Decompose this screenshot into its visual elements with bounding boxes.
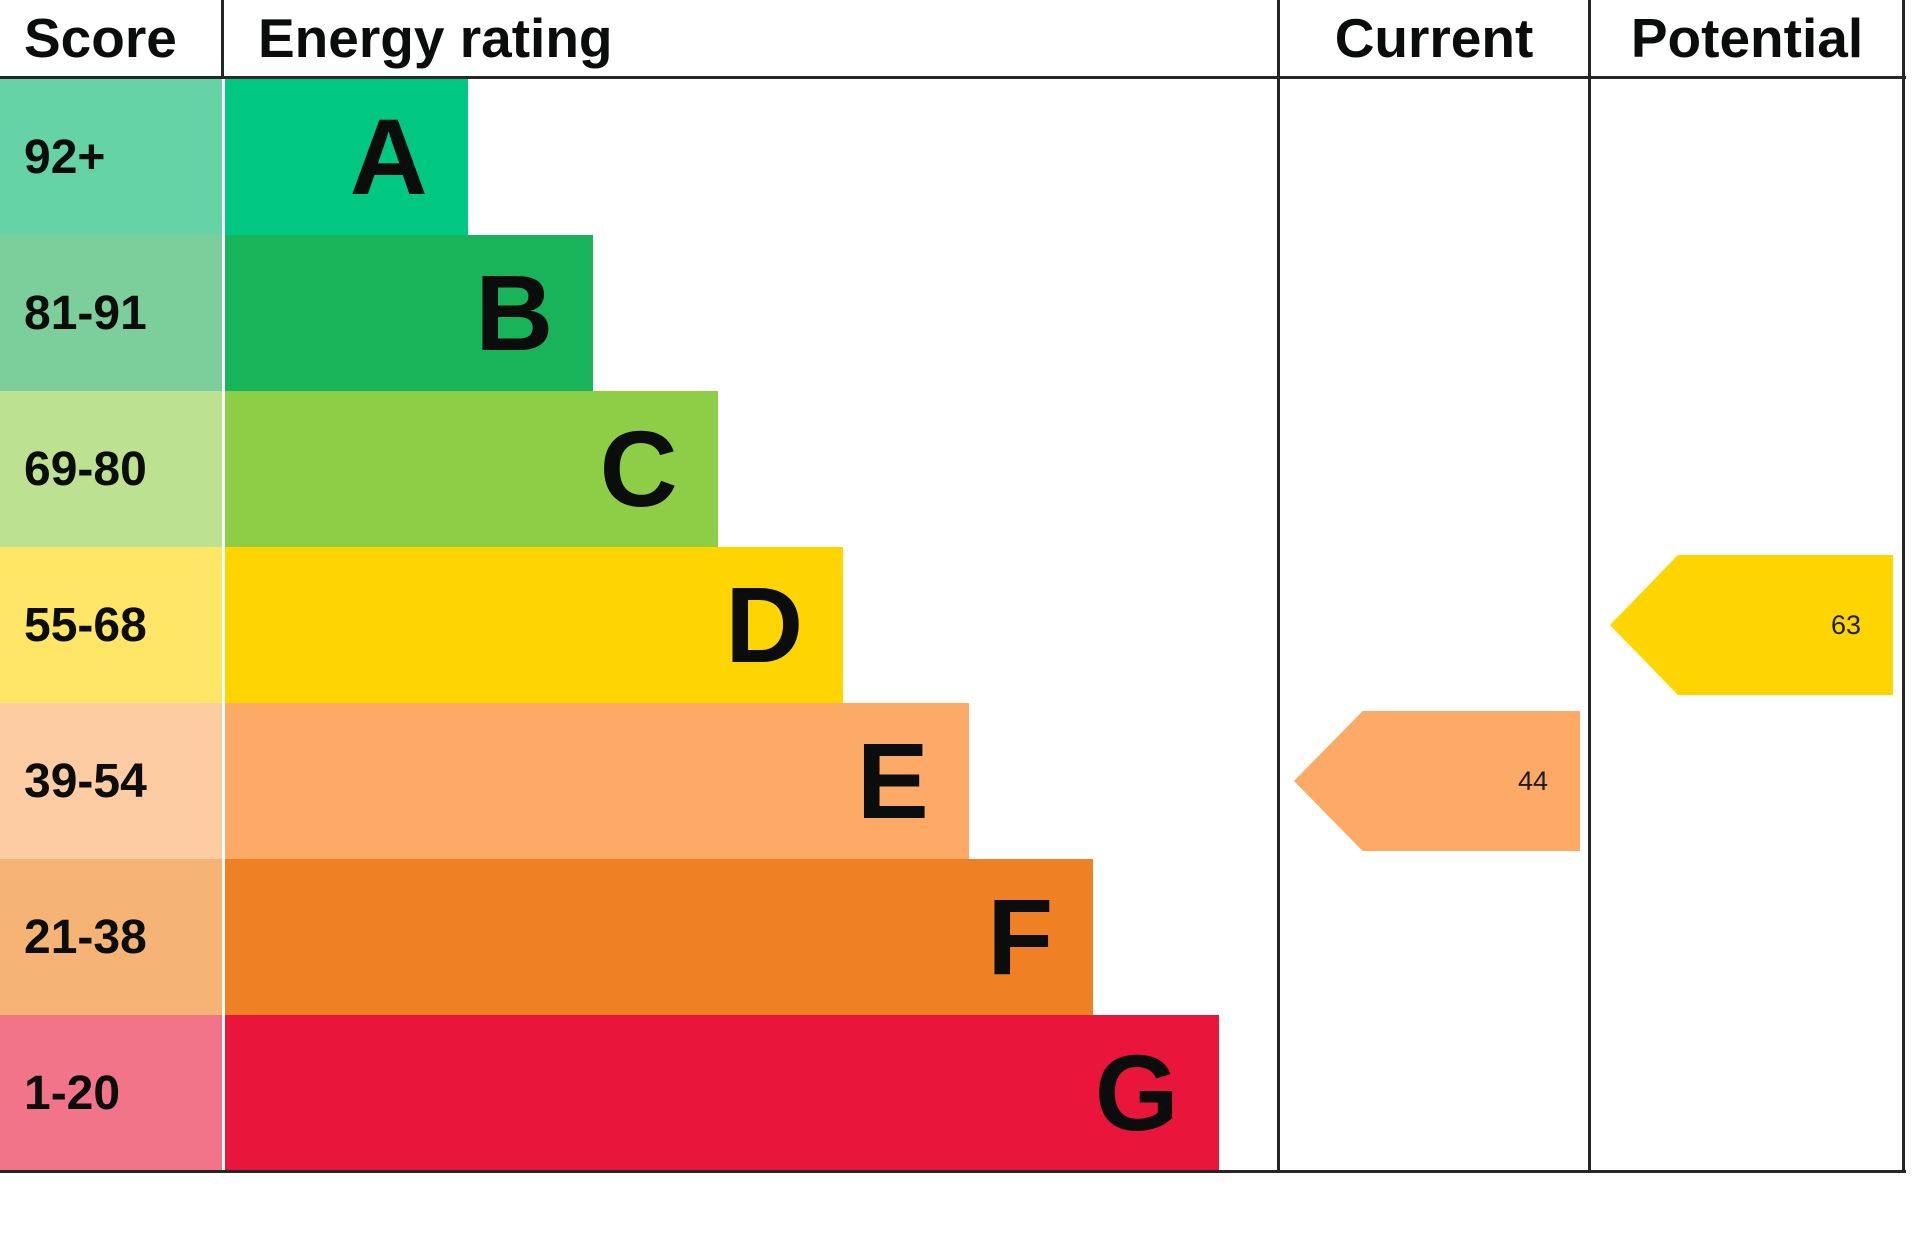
band-bar-track: E [222, 703, 1277, 859]
band-row: 69-80 C [0, 391, 1906, 547]
band-bar-track: A [222, 79, 1277, 235]
band-letter: A [349, 96, 428, 217]
band-score: 55-68 [0, 547, 222, 703]
band-bar-track: F [222, 859, 1277, 1015]
band-bar: G [225, 1015, 1219, 1171]
band-letter: F [987, 876, 1054, 997]
band-score: 69-80 [0, 391, 222, 547]
score-header: Score [24, 7, 177, 69]
band-bar-track: D [222, 547, 1277, 703]
band-score: 21-38 [0, 859, 222, 1015]
band-letter: D [725, 564, 804, 685]
current-column-divider [1277, 0, 1280, 1173]
band-row: 1-20 G [0, 1015, 1906, 1171]
current-rating-value: 44 [1517, 765, 1548, 796]
band-letter: C [599, 408, 678, 529]
band-bar: D [225, 547, 844, 703]
potential-rating-value: 63 [1830, 609, 1861, 640]
band-score: 92+ [0, 79, 222, 235]
band-letter: E [856, 720, 929, 841]
potential-column-divider [1588, 0, 1591, 1173]
band-bar: A [225, 79, 468, 235]
band-row: 92+ A [0, 79, 1906, 235]
band-bar-track: G [222, 1015, 1277, 1171]
band-bar-track: C [222, 391, 1277, 547]
potential-rating-arrow: 63 [1610, 555, 1893, 695]
band-bar: C [225, 391, 718, 547]
potential-header: Potential [1630, 7, 1864, 69]
band-row: 21-38 F [0, 859, 1906, 1015]
band-row: 55-68 D [0, 547, 1906, 703]
band-score: 1-20 [0, 1015, 222, 1171]
band-bar: E [225, 703, 969, 859]
band-bar: B [225, 235, 594, 391]
header-divider-line [0, 76, 1906, 79]
energy-rating-header: Energy rating [258, 7, 613, 69]
band-score: 39-54 [0, 703, 222, 859]
band-score: 81-91 [0, 235, 222, 391]
band-row: 39-54 E [0, 703, 1906, 859]
current-header: Current [1334, 7, 1534, 69]
band-bar-track: B [222, 235, 1277, 391]
band-list: 92+ A 81-91 B 69-80 C 5 [0, 79, 1906, 1171]
right-border-line [1902, 0, 1905, 1173]
band-letter: B [475, 252, 554, 373]
current-rating-arrow: 44 [1294, 711, 1580, 851]
chart-bottom-line [0, 1170, 1906, 1173]
band-row: 81-91 B [0, 235, 1906, 391]
band-letter: G [1094, 1032, 1179, 1153]
score-column-divider [221, 0, 224, 76]
band-bar: F [225, 859, 1094, 1015]
